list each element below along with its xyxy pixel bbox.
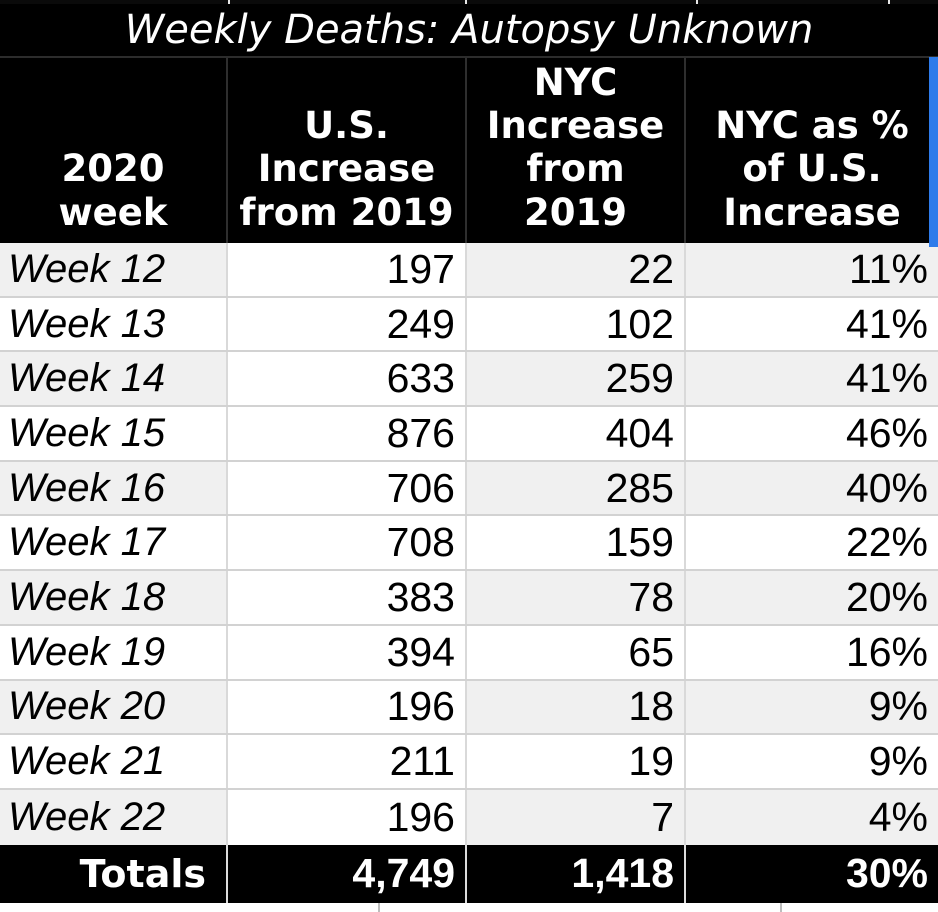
table-row: Week 19 394 65 16%	[0, 625, 938, 681]
table-header: 2020 week U.S. Increase from 2019 NYC In…	[0, 58, 938, 243]
nyc-pct-cell: 9%	[686, 680, 938, 734]
gridline-stub	[378, 902, 380, 912]
totals-label: Totals	[0, 844, 228, 903]
us-increase-cell: 633	[228, 352, 467, 406]
nyc-pct-cell: 41%	[686, 297, 938, 351]
nyc-pct-cell: 4%	[686, 789, 938, 845]
header-nyc-pct: NYC as % of U.S. Increase	[715, 104, 909, 234]
table-row: Week 13 249 102 41%	[0, 297, 938, 353]
us-increase-cell: 383	[228, 571, 467, 624]
us-increase-cell: 394	[228, 625, 467, 679]
nyc-increase-cell: 404	[467, 407, 686, 460]
us-increase-cell: 708	[228, 516, 467, 570]
gridline-stub	[228, 0, 230, 4]
week-cell: Week 14	[0, 352, 228, 406]
table-row: Week 14 633 259 41%	[0, 352, 938, 408]
bottom-gridline-strip	[0, 902, 938, 912]
us-increase-cell: 196	[228, 789, 467, 845]
header-nyc-increase: NYC Increase from 2019	[467, 58, 686, 243]
nyc-pct-cell: 46%	[686, 407, 938, 460]
table-row: Week 15 876 404 46%	[0, 407, 938, 462]
gridline-stub	[696, 0, 698, 4]
table-body: Week 12 197 22 11% Week 13 249 102 41% W…	[0, 243, 938, 845]
nyc-increase-cell: 102	[467, 297, 686, 351]
table-row: Week 12 197 22 11%	[0, 243, 938, 298]
week-cell: Week 19	[0, 625, 228, 679]
header-us-increase: U.S. Increase from 2019	[228, 58, 467, 243]
nyc-increase-cell: 78	[467, 571, 686, 624]
week-cell: Week 15	[0, 407, 228, 460]
week-cell: Week 16	[0, 461, 228, 515]
week-cell: Week 22	[0, 789, 228, 845]
week-cell: Week 20	[0, 680, 228, 734]
nyc-pct-cell: 9%	[686, 735, 938, 788]
us-increase-cell: 706	[228, 461, 467, 515]
header-week: 2020 week	[0, 58, 228, 243]
us-increase-cell: 876	[228, 407, 467, 460]
nyc-increase-cell: 285	[467, 461, 686, 515]
nyc-increase-cell: 259	[467, 352, 686, 406]
nyc-pct-cell: 11%	[686, 243, 938, 296]
totals-nyc-increase: 1,418	[467, 844, 686, 903]
us-increase-cell: 249	[228, 297, 467, 351]
nyc-increase-cell: 7	[467, 789, 686, 845]
gridline-stub	[465, 0, 467, 4]
table-row: Week 20 196 18 9%	[0, 680, 938, 736]
nyc-pct-cell: 40%	[686, 461, 938, 515]
table-row: Week 18 383 78 20%	[0, 571, 938, 626]
us-increase-cell: 196	[228, 680, 467, 734]
gridline-stub	[888, 0, 890, 4]
table-row: Week 21 211 19 9%	[0, 735, 938, 790]
nyc-pct-cell: 41%	[686, 352, 938, 406]
table-row: Week 16 706 285 40%	[0, 461, 938, 517]
us-increase-cell: 211	[228, 735, 467, 788]
top-gridline-strip	[0, 0, 938, 4]
totals-us-increase: 4,749	[228, 844, 467, 903]
nyc-increase-cell: 65	[467, 625, 686, 679]
totals-nyc-pct: 30%	[845, 850, 928, 897]
week-cell: Week 12	[0, 243, 228, 296]
table-row: Week 22 196 7 4%	[0, 789, 938, 845]
gridline-stub	[780, 902, 782, 912]
totals-row: Totals 4,749 1,418 30%	[0, 844, 938, 903]
nyc-pct-cell: 22%	[686, 516, 938, 570]
week-cell: Week 13	[0, 297, 228, 351]
table-row: Week 17 708 159 22%	[0, 516, 938, 572]
week-cell: Week 18	[0, 571, 228, 624]
nyc-increase-cell: 18	[467, 680, 686, 734]
scrollbar-thumb[interactable]	[929, 57, 938, 247]
nyc-pct-cell: 16%	[686, 625, 938, 679]
nyc-increase-cell: 159	[467, 516, 686, 570]
us-increase-cell: 197	[228, 243, 467, 296]
week-cell: Week 21	[0, 735, 228, 788]
week-cell: Week 17	[0, 516, 228, 570]
table-title: Weekly Deaths: Autopsy Unknown	[0, 4, 938, 58]
nyc-increase-cell: 19	[467, 735, 686, 788]
nyc-pct-cell: 20%	[686, 571, 938, 624]
nyc-increase-cell: 22	[467, 243, 686, 296]
